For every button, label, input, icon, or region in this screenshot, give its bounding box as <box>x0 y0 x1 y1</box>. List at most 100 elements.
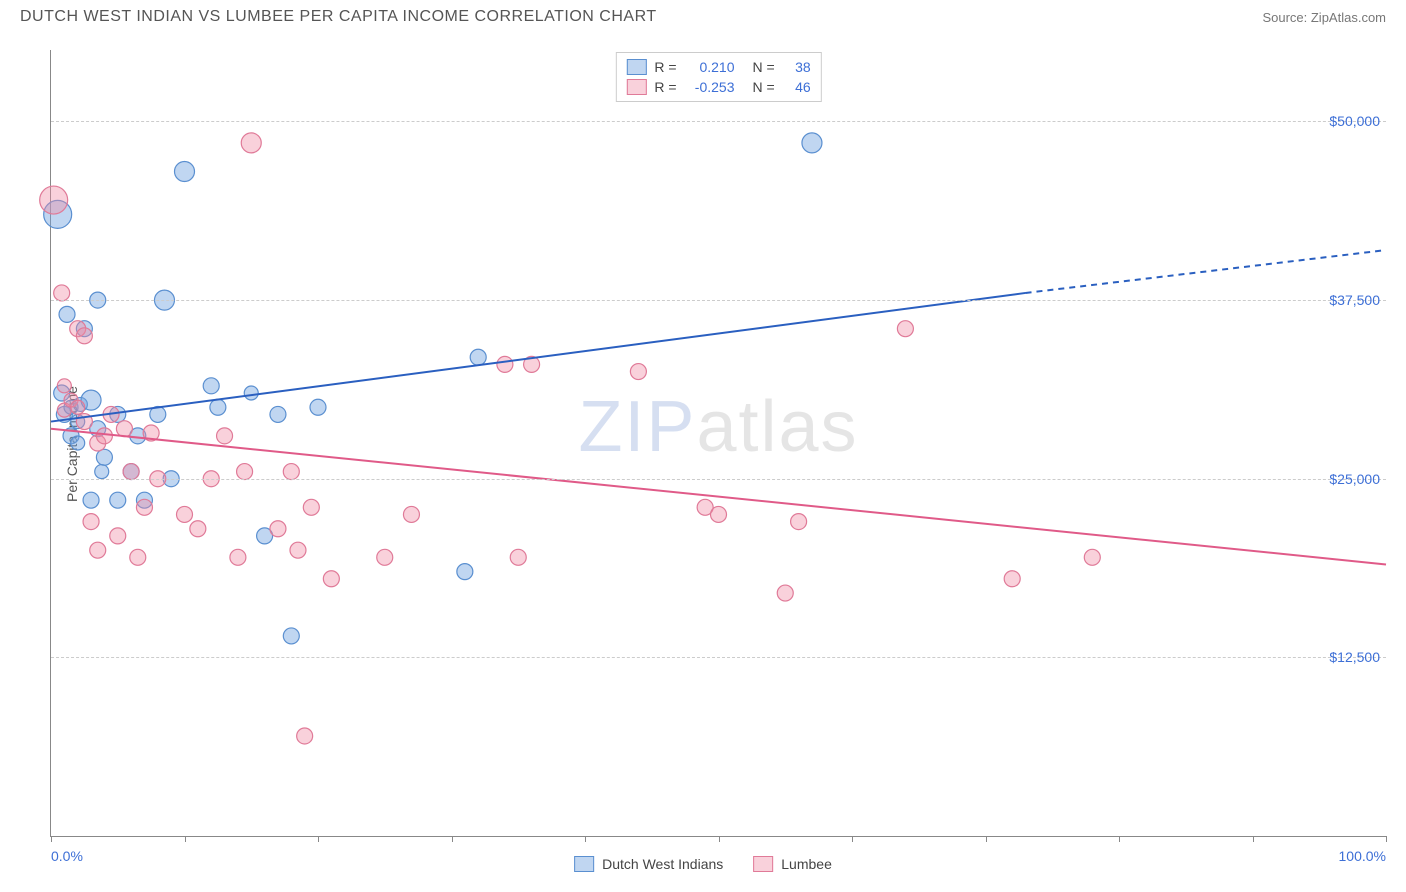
series-legend: Dutch West Indians Lumbee <box>574 856 832 872</box>
data-point <box>244 386 258 400</box>
x-tick <box>185 836 186 842</box>
data-point <box>283 464 299 480</box>
data-point <box>303 499 319 515</box>
x-tick <box>318 836 319 842</box>
trend-line-extrapolated <box>1026 250 1386 293</box>
trend-line <box>51 293 1026 422</box>
data-point <box>123 464 139 480</box>
data-point <box>83 514 99 530</box>
legend-bottom-item: Lumbee <box>753 856 832 872</box>
legend-series-name: Lumbee <box>781 856 832 872</box>
legend-swatch-icon <box>626 79 646 95</box>
data-point <box>791 514 807 530</box>
y-tick-label: $37,500 <box>1329 292 1380 308</box>
data-point <box>377 549 393 565</box>
data-point <box>270 521 286 537</box>
x-tick <box>852 836 853 842</box>
grid-line <box>51 121 1386 122</box>
data-point <box>310 399 326 415</box>
data-point <box>83 492 99 508</box>
data-point <box>203 378 219 394</box>
legend-swatch-icon <box>753 856 773 872</box>
data-point <box>54 285 70 301</box>
data-point <box>297 728 313 744</box>
data-point <box>470 349 486 365</box>
legend-r-value: -0.253 <box>685 79 735 95</box>
y-tick-label: $50,000 <box>1329 113 1380 129</box>
data-point <box>290 542 306 558</box>
data-point <box>217 428 233 444</box>
data-point <box>96 449 112 465</box>
data-point <box>40 186 68 214</box>
x-tick <box>585 836 586 842</box>
legend-r-value: 0.210 <box>685 59 735 75</box>
legend-n-value: 38 <box>783 59 811 75</box>
data-point <box>802 133 822 153</box>
data-point <box>497 356 513 372</box>
trend-line <box>51 429 1386 565</box>
data-point <box>1084 549 1100 565</box>
data-point <box>237 464 253 480</box>
chart-title: DUTCH WEST INDIAN VS LUMBEE PER CAPITA I… <box>20 8 657 26</box>
x-tick <box>986 836 987 842</box>
grid-line <box>51 657 1386 658</box>
grid-line <box>51 300 1386 301</box>
data-point <box>777 585 793 601</box>
legend-bottom-item: Dutch West Indians <box>574 856 723 872</box>
data-point <box>130 549 146 565</box>
data-point <box>630 364 646 380</box>
data-point <box>76 328 92 344</box>
data-point <box>71 400 85 414</box>
data-point <box>323 571 339 587</box>
plot-area: ZIPatlas R =0.210N =38R =-0.253N =46 $12… <box>50 50 1386 837</box>
data-point <box>270 406 286 422</box>
legend-n-label: N = <box>753 59 775 75</box>
data-point <box>95 465 109 479</box>
x-tick <box>1253 836 1254 842</box>
data-point <box>71 436 85 450</box>
data-point <box>110 528 126 544</box>
x-tick <box>51 836 52 842</box>
legend-r-label: R = <box>654 59 676 75</box>
legend-series-name: Dutch West Indians <box>602 856 723 872</box>
data-point <box>59 306 75 322</box>
data-point <box>175 161 195 181</box>
y-tick-label: $25,000 <box>1329 471 1380 487</box>
source-attribution: Source: ZipAtlas.com <box>1262 10 1386 25</box>
x-tick <box>452 836 453 842</box>
legend-r-label: R = <box>654 79 676 95</box>
data-point <box>897 321 913 337</box>
data-point <box>190 521 206 537</box>
data-point <box>711 506 727 522</box>
data-point <box>96 428 112 444</box>
legend-row: R = -0.253 N = 46 <box>626 77 810 97</box>
data-point <box>57 379 71 393</box>
data-point <box>230 549 246 565</box>
y-tick-label: $12,500 <box>1329 649 1380 665</box>
data-point <box>116 421 132 437</box>
data-point <box>136 499 152 515</box>
data-point <box>241 133 261 153</box>
legend-n-label: N = <box>753 79 775 95</box>
x-tick <box>1386 836 1387 842</box>
legend-swatch-icon <box>626 59 646 75</box>
data-point <box>403 506 419 522</box>
x-tick-label: 0.0% <box>51 848 83 864</box>
legend-row: R = 0.210 N = 38 <box>626 57 810 77</box>
chart-container: Per Capita Income ZIPatlas R =0.210N =38… <box>50 50 1386 837</box>
grid-line <box>51 479 1386 480</box>
scatter-plot-svg <box>51 50 1386 836</box>
data-point <box>210 399 226 415</box>
data-point <box>110 492 126 508</box>
correlation-legend: R = 0.210 N = 38 R = -0.253 N = 46 <box>615 52 821 102</box>
data-point <box>283 628 299 644</box>
legend-swatch-icon <box>574 856 594 872</box>
x-tick <box>719 836 720 842</box>
legend-n-value: 46 <box>783 79 811 95</box>
data-point <box>177 506 193 522</box>
data-point <box>510 549 526 565</box>
data-point <box>1004 571 1020 587</box>
data-point <box>90 542 106 558</box>
x-tick <box>1119 836 1120 842</box>
x-tick-label: 100.0% <box>1339 848 1386 864</box>
